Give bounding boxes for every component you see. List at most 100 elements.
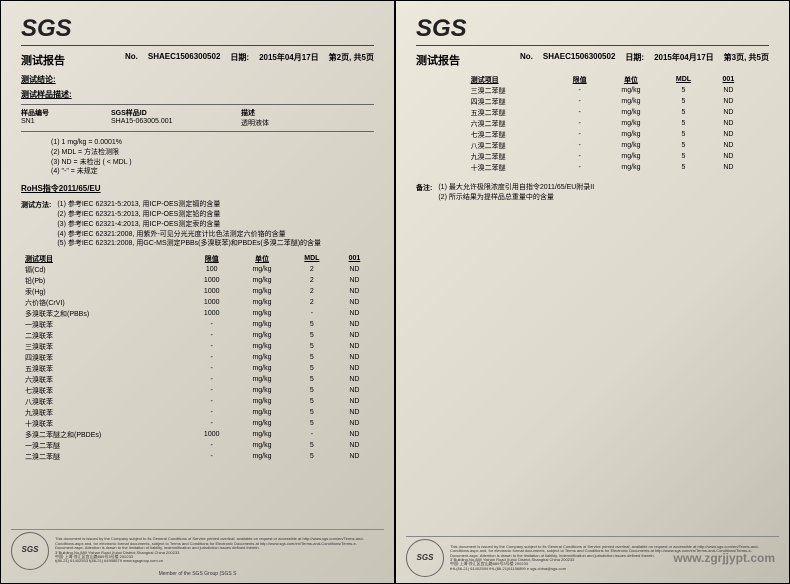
report-no: SHAEC1506300502 [148, 52, 221, 68]
cell-mdl: - [289, 308, 335, 319]
cell-res: ND [708, 118, 749, 129]
th-mdl: MDL [289, 253, 335, 264]
cell-item: 五溴二苯醚 [467, 107, 557, 118]
table-row: 六溴联苯-mg/kg5ND [21, 374, 374, 385]
date-label: 日期: [625, 52, 644, 68]
cell-unit: mg/kg [603, 118, 660, 129]
cell-item: 一溴二苯醚 [21, 440, 188, 451]
cell-unit: mg/kg [235, 429, 289, 440]
cell-mdl: 5 [289, 396, 335, 407]
table-row: 三溴二苯醚-mg/kg5ND [467, 85, 749, 96]
table-row: 八溴二苯醚-mg/kg5ND [467, 140, 749, 151]
note-item: (4) "-" = 未规定 [51, 167, 374, 177]
header-row: 测试报告 No. SHAEC1506300502 日期: 2015年04月17日… [416, 52, 769, 68]
cell-limit: - [557, 140, 603, 151]
cell-unit: mg/kg [235, 451, 289, 462]
cell-limit: - [188, 440, 235, 451]
sgs-logo: SGS [21, 15, 374, 46]
footer-disclaimer: This document is issued by the Company s… [55, 537, 384, 550]
cell-item: 铅(Pb) [21, 275, 188, 286]
sample-c2: SHA15-063005.001 [111, 118, 211, 128]
cell-item: 八溴二苯醚 [467, 140, 557, 151]
sample-h1: 样品编号 [21, 108, 81, 118]
table-row: 八溴联苯-mg/kg5ND [21, 396, 374, 407]
sgs-logo: SGS [416, 15, 769, 46]
cell-item: 六溴联苯 [21, 374, 188, 385]
results-table-left: 测试项目 限值 单位 MDL 001 镉(Cd)100mg/kg2ND铅(Pb)… [21, 253, 374, 462]
cell-item: 九溴联苯 [21, 407, 188, 418]
cell-limit: - [188, 352, 235, 363]
cell-res: ND [335, 374, 374, 385]
cell-limit: - [188, 396, 235, 407]
footer-member: Member of the SGS Group (SGS S [11, 572, 384, 578]
cell-mdl: 5 [289, 385, 335, 396]
note-item: (3) ND = 未检出 ( < MDL ) [51, 158, 374, 168]
cell-unit: mg/kg [235, 363, 289, 374]
method-item: (2) 参考IEC 62321-5:2013, 用ICP-OES测定铅的含量 [57, 210, 321, 220]
cell-limit: - [188, 418, 235, 429]
report-date: 2015年04月17日 [654, 52, 714, 68]
table-row: 九溴联苯-mg/kg5ND [21, 407, 374, 418]
method-label: 测试方法: [21, 200, 51, 249]
cell-unit: mg/kg [235, 407, 289, 418]
cell-unit: mg/kg [603, 162, 660, 173]
notes-list: (1) 1 mg/kg = 0.0001%(2) MDL = 方法检测限(3) … [51, 138, 374, 177]
table-row: 二溴二苯醚-mg/kg5ND [21, 451, 374, 462]
table-row: 一溴联苯-mg/kg5ND [21, 319, 374, 330]
cell-unit: mg/kg [235, 418, 289, 429]
report-no: SHAEC1506300502 [543, 52, 616, 68]
cell-unit: mg/kg [603, 140, 660, 151]
cell-unit: mg/kg [235, 319, 289, 330]
rohs-title: RoHS指令2011/65/EU [21, 183, 374, 194]
remark-item: (2) 所示结果为提样品总重量中的含量 [438, 193, 594, 203]
cell-mdl: 5 [659, 118, 707, 129]
cell-limit: 1000 [188, 286, 235, 297]
cell-mdl: 5 [659, 85, 707, 96]
table-row: 五溴二苯醚-mg/kg5ND [467, 107, 749, 118]
cell-unit: mg/kg [235, 440, 289, 451]
cell-res: ND [335, 352, 374, 363]
report-title: 测试报告 [416, 52, 460, 68]
cell-item: 七溴联苯 [21, 385, 188, 396]
table-row: 三溴联苯-mg/kg5ND [21, 341, 374, 352]
sample-h2: SGS样品ID [111, 108, 211, 118]
cell-limit: - [188, 385, 235, 396]
cell-mdl: 2 [289, 297, 335, 308]
cell-item: 多溴联苯之和(PBBs) [21, 308, 188, 319]
cell-item: 七溴二苯醚 [467, 129, 557, 140]
sample-box: 样品编号 SGS样品ID 描述 SN1 SHA15-063005.001 透明液… [21, 104, 374, 132]
cell-unit: mg/kg [235, 286, 289, 297]
footer-left: SGS This document is issued by the Compa… [11, 529, 384, 578]
cell-mdl: - [289, 429, 335, 440]
cell-item: 六溴二苯醚 [467, 118, 557, 129]
cell-mdl: 5 [659, 129, 707, 140]
note-item: (1) 1 mg/kg = 0.0001% [51, 138, 374, 148]
cell-res: ND [335, 297, 374, 308]
cell-res: ND [335, 341, 374, 352]
method-item: (1) 参考IEC 62321-5:2013, 用ICP-OES测定镉的含量 [57, 200, 321, 210]
note-item: (2) MDL = 方法检测限 [51, 148, 374, 158]
th-item: 测试项目 [21, 253, 188, 264]
sgs-seal-icon: SGS [406, 539, 444, 577]
cell-mdl: 5 [659, 96, 707, 107]
cell-unit: mg/kg [235, 341, 289, 352]
th-unit: 单位 [603, 74, 660, 85]
cell-item: 汞(Hg) [21, 286, 188, 297]
footer-tel2: tHL(86-21) 61402594 fHL(86-21)61156899 e… [450, 567, 779, 571]
cell-res: ND [335, 264, 374, 275]
page-right: SGS 测试报告 No. SHAEC1506300502 日期: 2015年04… [395, 0, 790, 584]
test-conclusion-title: 测试结论: [21, 74, 374, 85]
cell-item: 六价铬(CrVI) [21, 297, 188, 308]
cell-mdl: 2 [289, 275, 335, 286]
cell-res: ND [335, 429, 374, 440]
remark-label: 备注: [416, 183, 432, 203]
cell-mdl: 5 [659, 107, 707, 118]
cell-item: 三溴联苯 [21, 341, 188, 352]
table-row: 多溴二苯醚之和(PBDEs)1000mg/kg-ND [21, 429, 374, 440]
cell-unit: mg/kg [235, 308, 289, 319]
cell-item: 镉(Cd) [21, 264, 188, 275]
table-row: 七溴联苯-mg/kg5ND [21, 385, 374, 396]
table-row: 五溴联苯-mg/kg5ND [21, 363, 374, 374]
th-limit: 限值 [188, 253, 235, 264]
cell-unit: mg/kg [235, 275, 289, 286]
